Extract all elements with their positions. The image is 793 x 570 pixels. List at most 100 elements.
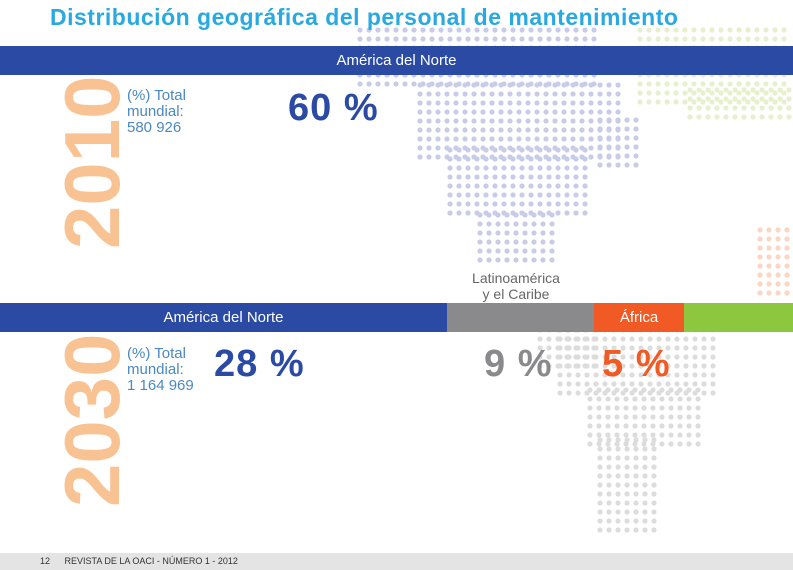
map-dot [546, 174, 552, 180]
map-dot [447, 147, 453, 153]
map-dot [624, 455, 630, 461]
map-dot [486, 230, 492, 236]
map-dot [584, 381, 590, 387]
map-dot [417, 91, 423, 97]
map-dot [605, 441, 611, 447]
map-dot [763, 99, 769, 105]
map-dot [651, 455, 657, 461]
map-dot [417, 154, 423, 160]
map-dot [483, 174, 489, 180]
map-dot [477, 248, 483, 254]
map-dot [495, 248, 501, 254]
map-dot [465, 165, 471, 171]
map-dot [696, 114, 702, 120]
map-dot [596, 423, 602, 429]
map-dot [510, 36, 516, 42]
map-dot [528, 36, 534, 42]
map-dot [492, 183, 498, 189]
map-dot [615, 117, 621, 123]
map-dot [483, 192, 489, 198]
map-dot [516, 82, 522, 88]
map-dot [516, 100, 522, 106]
map-dot [614, 414, 620, 420]
map-dot [611, 336, 617, 342]
map-dot [673, 99, 679, 105]
map-dot [528, 27, 534, 33]
map-dot [602, 345, 608, 351]
map-dot [605, 396, 611, 402]
map-dot [519, 36, 525, 42]
map-dot [447, 210, 453, 216]
map-dot [426, 127, 432, 133]
map-dot [537, 27, 543, 33]
map-dot [573, 210, 579, 216]
map-dot [674, 345, 680, 351]
map-dot [447, 165, 453, 171]
map-dot [642, 437, 648, 443]
map-dot [510, 165, 516, 171]
map-dot [549, 230, 555, 236]
map-dot [691, 90, 697, 96]
map-dot [642, 509, 648, 515]
map-dot [682, 36, 688, 42]
latin-america-label-line2: y el Caribe [482, 286, 550, 302]
map-dot [637, 81, 643, 87]
map-dot [615, 91, 621, 97]
map-dot [582, 363, 588, 369]
map-dot [504, 257, 510, 263]
map-dot [668, 423, 674, 429]
map-dot [615, 464, 621, 470]
map-dot [606, 100, 612, 106]
map-dot [650, 405, 656, 411]
map-dot [757, 227, 763, 233]
map-dot [723, 105, 729, 111]
map-dot [453, 91, 459, 97]
map-dot [632, 414, 638, 420]
map-dot [465, 192, 471, 198]
map-dot [591, 36, 597, 42]
map-dot [596, 396, 602, 402]
map-dot [606, 82, 612, 88]
map-dot [447, 156, 453, 162]
map-dot [775, 272, 781, 278]
map-dot [597, 482, 603, 488]
map-dot [411, 81, 417, 87]
map-dot [522, 221, 528, 227]
map-dot [620, 381, 626, 387]
pct-2030-latin-america: 9 % [484, 343, 553, 385]
map-dot [651, 518, 657, 524]
map-dot [477, 257, 483, 263]
map-dot [642, 464, 648, 470]
page-footer: 12 REVISTA DE LA OACI - NÚMERO 1 - 2012 [0, 553, 793, 570]
map-dot [633, 144, 639, 150]
map-dot [357, 27, 363, 33]
map-dot [501, 174, 507, 180]
map-dot [784, 236, 790, 242]
map-dot [673, 36, 679, 42]
map-dot [561, 109, 567, 115]
map-dot [695, 387, 701, 393]
bar-2030-north-america-label: América del Norte [163, 309, 284, 326]
map-dot [564, 354, 570, 360]
map-dot [615, 82, 621, 88]
map-dot [588, 154, 594, 160]
map-dot [750, 96, 756, 102]
map-dot [597, 109, 603, 115]
map-dot [614, 432, 620, 438]
map-dot [777, 105, 783, 111]
map-dot [750, 87, 756, 93]
map-dot [736, 36, 742, 42]
map-dot [673, 81, 679, 87]
world-dot-map [357, 27, 792, 533]
map-dot [549, 239, 555, 245]
map-dot [552, 100, 558, 106]
map-dot [474, 183, 480, 189]
map-dot [456, 201, 462, 207]
map-dot [546, 27, 552, 33]
map-dot [781, 90, 787, 96]
map-dot [633, 473, 639, 479]
map-dot [606, 473, 612, 479]
map-dot [570, 127, 576, 133]
map-dot [564, 36, 570, 42]
map-dot [375, 27, 381, 33]
